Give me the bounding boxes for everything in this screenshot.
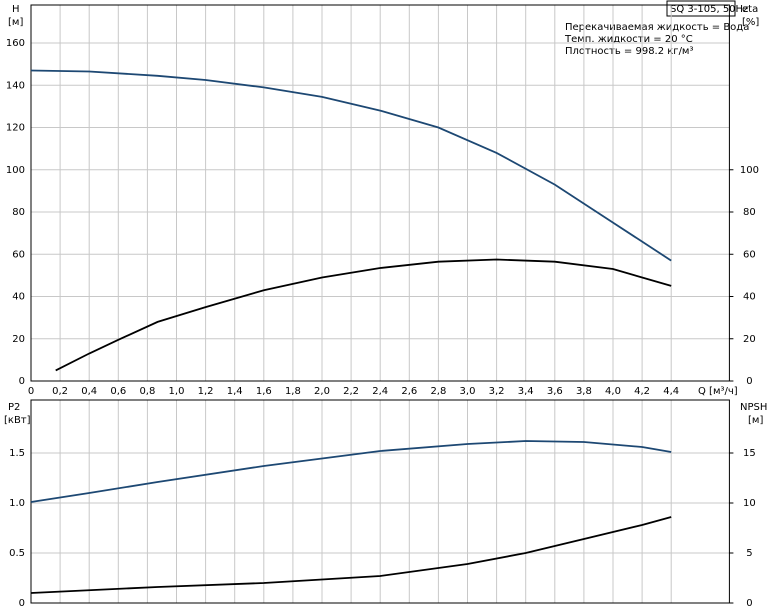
curve	[30, 440, 672, 503]
y2-tick-label: 10	[743, 498, 756, 509]
y-tick-label: 80	[12, 207, 25, 218]
y-label: H	[12, 4, 20, 15]
y2-tick-label: 5	[746, 548, 752, 559]
x-tick-label: 0,2	[52, 386, 68, 397]
y2-tick-label: 20	[743, 334, 756, 345]
x-tick-label: 3,8	[576, 386, 592, 397]
y-tick-label: 100	[6, 165, 25, 176]
chart-title: SQ 3-105, 50Hz	[670, 4, 748, 15]
x-tick-label: 0,8	[139, 386, 155, 397]
y-unit: [кВт]	[4, 415, 31, 426]
annotation: Темп. жидкости = 20 °C	[564, 34, 693, 45]
x-tick-label: 3,0	[460, 386, 476, 397]
plot-frame	[30, 4, 730, 382]
x-tick-label: 3,6	[547, 386, 563, 397]
x-tick-label: 0,6	[110, 386, 126, 397]
x-tick-label: 1,4	[227, 386, 243, 397]
y-tick-label: 0	[19, 376, 25, 387]
x-tick-label: 2,4	[372, 386, 388, 397]
x-tick-label: 2,0	[314, 386, 330, 397]
y-tick-label: 1.0	[9, 498, 25, 509]
x-tick-label: 1,8	[285, 386, 301, 397]
x-tick-label: 1,6	[256, 386, 272, 397]
y-tick-label: 140	[6, 80, 25, 91]
x-tick-label: 4,2	[634, 386, 650, 397]
x-tick-label: 0,4	[81, 386, 97, 397]
y2-tick-label: 60	[743, 249, 756, 260]
y-tick-label: 60	[12, 249, 25, 260]
x-tick-label: 4,0	[605, 386, 621, 397]
y2-label: NPSH	[740, 402, 767, 413]
x-tick-label: 2,8	[430, 386, 446, 397]
x-tick-label: 0	[28, 386, 34, 397]
x-tick-label: 3,4	[518, 386, 534, 397]
y-tick-label: 160	[6, 38, 25, 49]
y2-tick-label: 15	[743, 448, 756, 459]
annotation: Плотность = 998.2 кг/м³	[565, 46, 694, 57]
y-tick-label: 20	[12, 334, 25, 345]
y-unit: [м]	[8, 17, 23, 28]
y2-unit: [%]	[742, 17, 759, 28]
annotation: Перекачиваемая жидкость = Вода	[565, 22, 749, 33]
y-tick-label: 0.5	[9, 548, 25, 559]
y2-tick-label: 0	[746, 376, 752, 387]
curve	[30, 516, 672, 594]
y-label: P2	[8, 402, 20, 413]
y-tick-label: 0	[19, 598, 25, 609]
x-tick-label: 4,4	[663, 386, 679, 397]
y2-tick-label: 0	[746, 598, 752, 609]
y2-label: eta	[742, 4, 758, 15]
y-tick-label: 40	[12, 292, 25, 303]
x-label: Q [м³/ч]	[698, 386, 738, 397]
x-tick-label: 2,2	[343, 386, 359, 397]
y-tick-label: 120	[6, 123, 25, 134]
x-tick-label: 2,6	[401, 386, 417, 397]
y-tick-label: 1.5	[9, 448, 25, 459]
x-tick-label: 3,2	[489, 386, 505, 397]
x-tick-label: 1,2	[198, 386, 214, 397]
x-tick-label: 1,0	[169, 386, 185, 397]
curve	[30, 69, 672, 262]
y2-unit: [м]	[748, 415, 763, 426]
curve	[55, 258, 672, 372]
y2-tick-label: 100	[740, 165, 759, 176]
y2-tick-label: 80	[743, 207, 756, 218]
y2-tick-label: 40	[743, 292, 756, 303]
